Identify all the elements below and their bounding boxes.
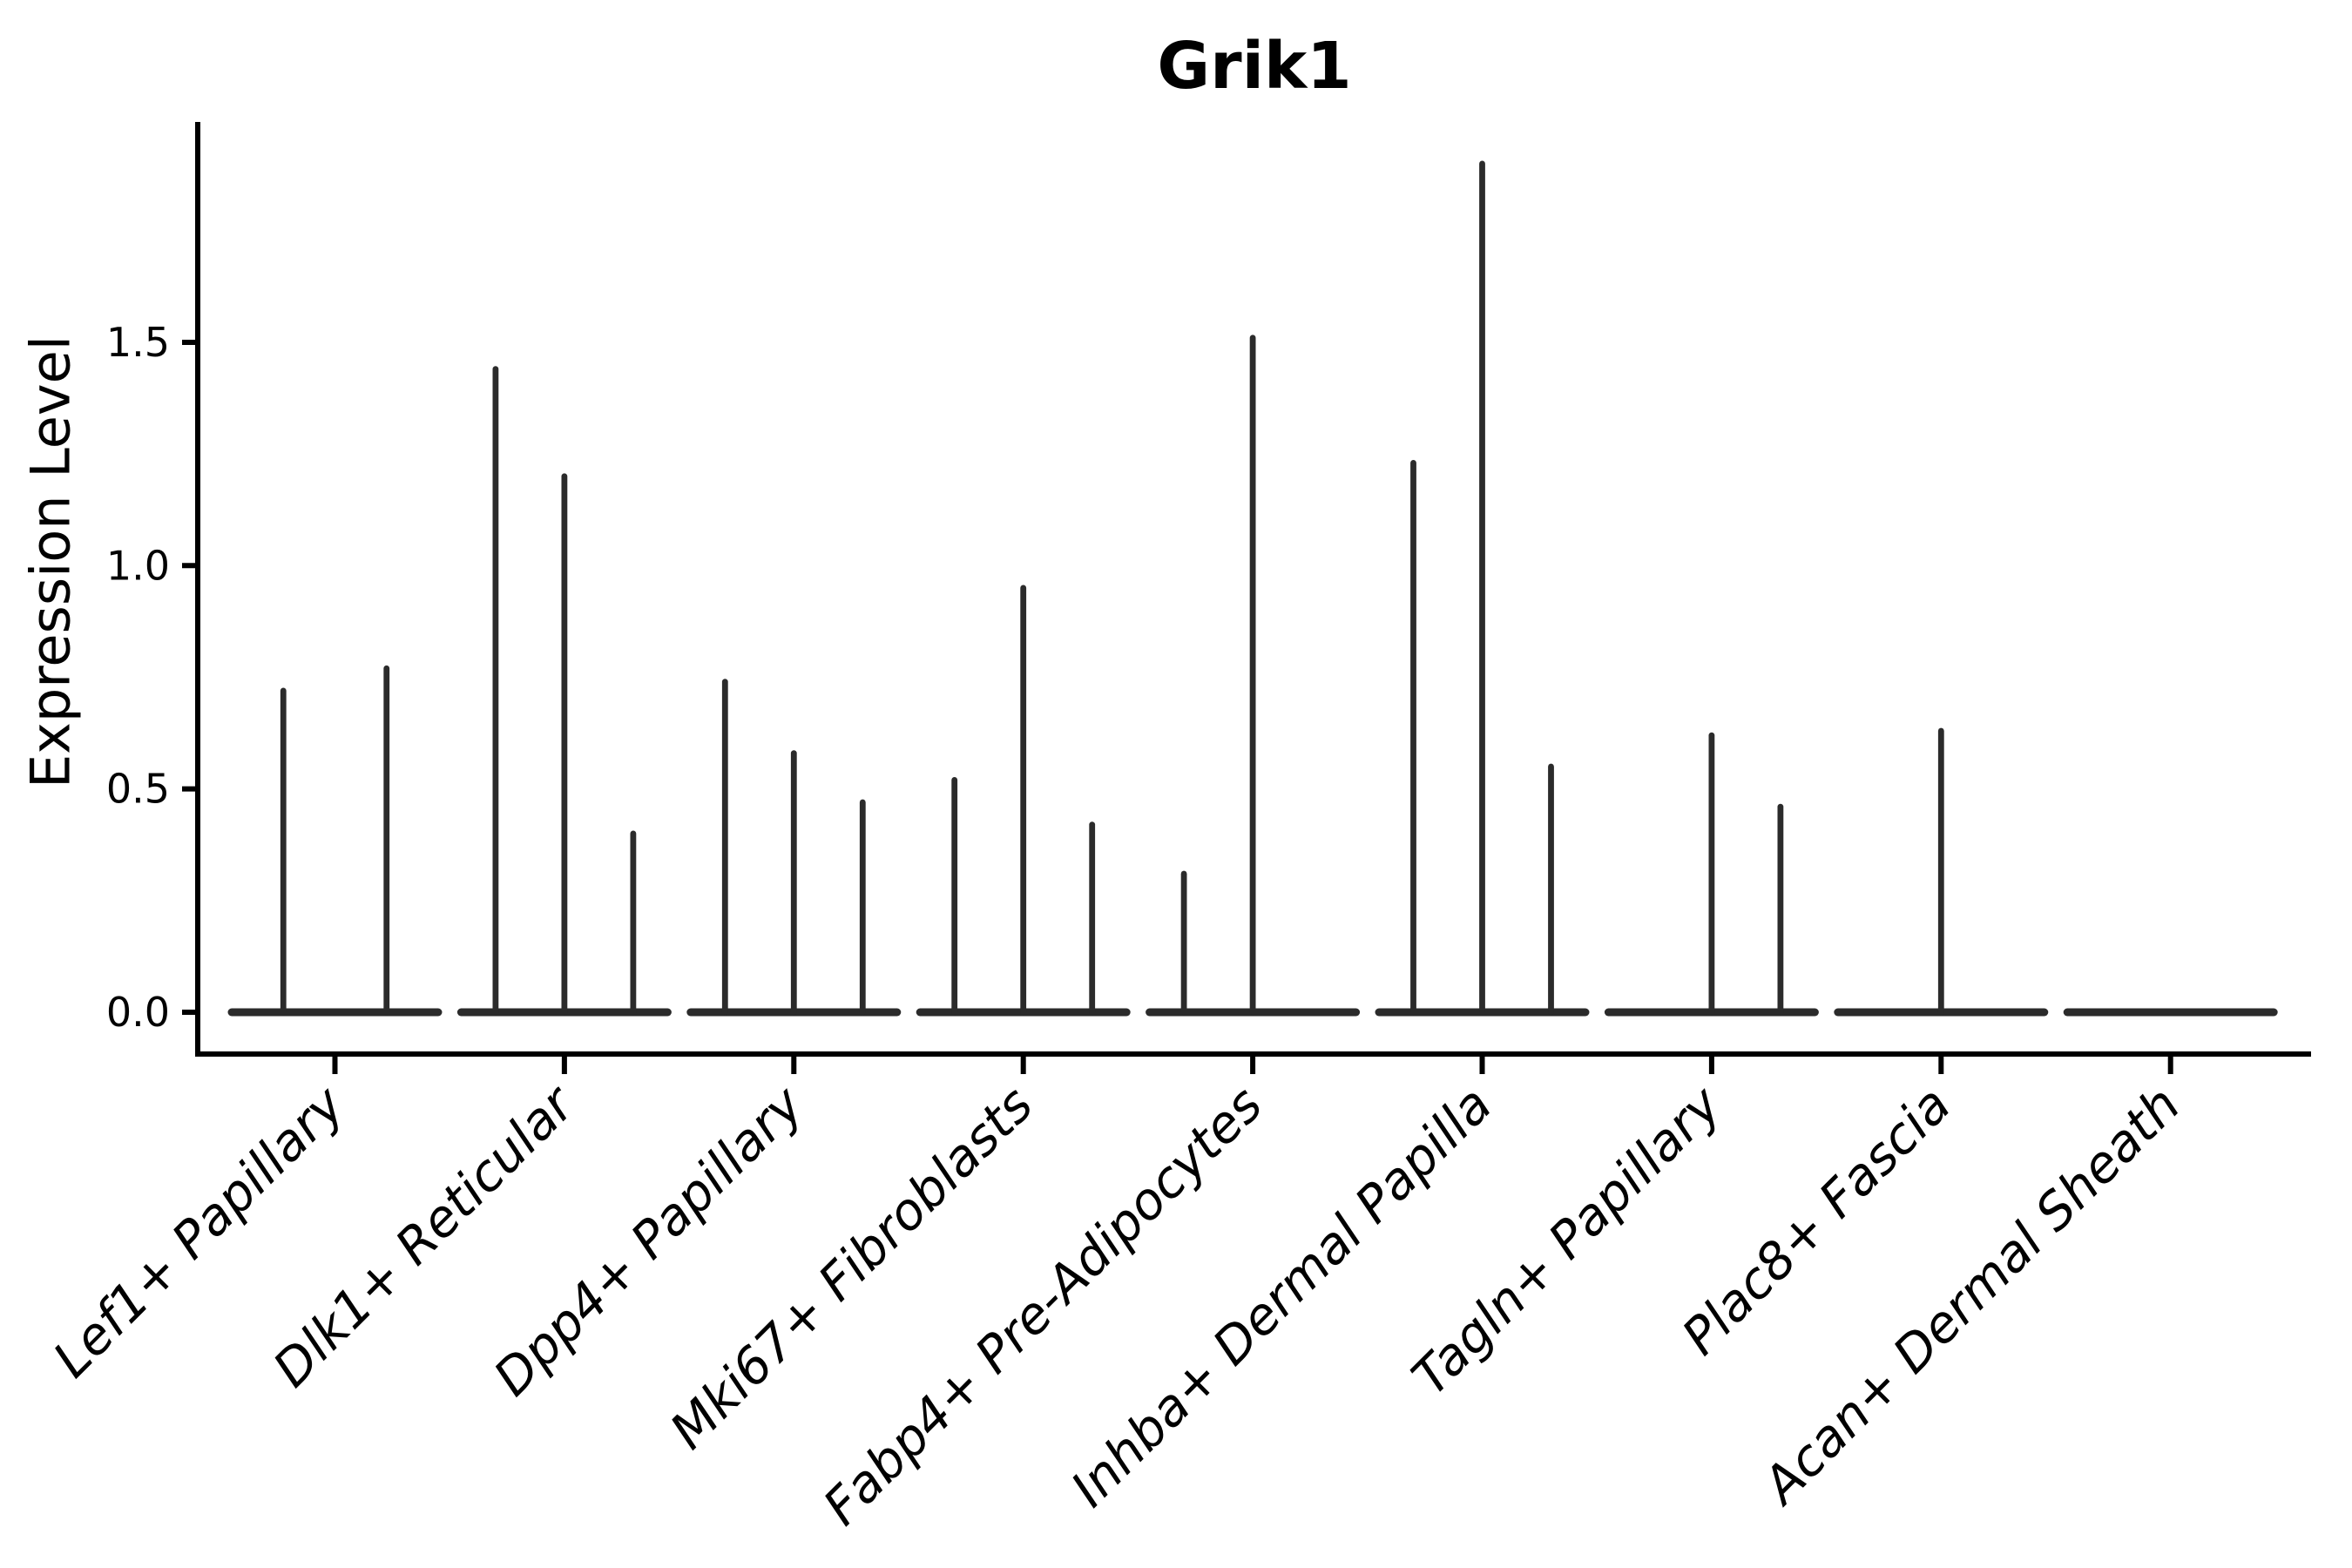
x-category-label: Fabp4+ Pre-Adipocytes xyxy=(812,1075,1274,1537)
x-category-label: Acan+ Dermal Sheath xyxy=(1749,1075,2192,1517)
y-tick-label: 0.5 xyxy=(106,766,170,813)
x-category-label: Inhba+ Dermal Papilla xyxy=(1059,1075,1503,1518)
y-tick-label: 1.0 xyxy=(106,542,170,589)
y-tick-label: 0.0 xyxy=(106,989,170,1036)
plot-title: Grik1 xyxy=(1157,29,1352,104)
y-tick-label: 1.5 xyxy=(106,319,170,366)
